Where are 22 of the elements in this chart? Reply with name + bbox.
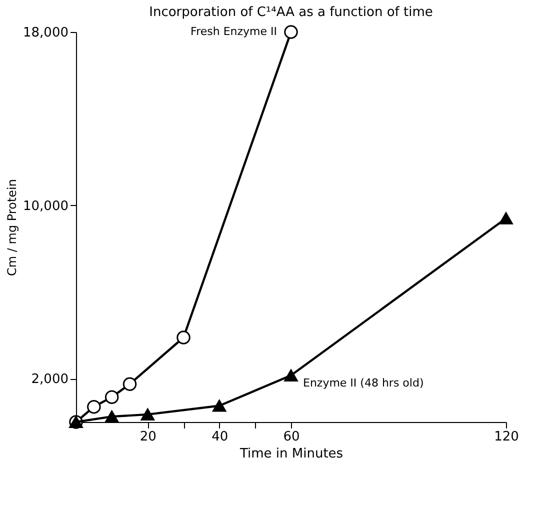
y-tick-label: 18,000 <box>23 26 68 40</box>
point <box>122 377 137 391</box>
chart-title: Incorporation of C¹⁴AA as a function of time <box>149 4 433 20</box>
point <box>284 25 298 39</box>
point <box>212 400 226 412</box>
y-tick-label: 10,000 <box>23 198 68 214</box>
y-tick-label: 2,000 <box>31 372 68 388</box>
point <box>87 400 101 414</box>
point <box>104 410 119 423</box>
x-axis-title: Time in Minutes <box>238 446 344 462</box>
point <box>499 212 513 224</box>
series-label: Enzyme II (48 hrs old) <box>303 376 424 390</box>
x-tick-label: 20 <box>140 430 156 444</box>
point <box>104 390 119 404</box>
x-tick-label: 40 <box>212 430 228 444</box>
point <box>284 369 298 382</box>
series-label: Fresh Enzyme II <box>190 25 277 38</box>
x-tick-label: 120 <box>494 430 519 444</box>
y-axis-title: Cm / mg Protein <box>5 179 20 276</box>
point <box>176 330 190 344</box>
x-tick-label: 60 <box>283 430 300 444</box>
point <box>140 408 155 420</box>
